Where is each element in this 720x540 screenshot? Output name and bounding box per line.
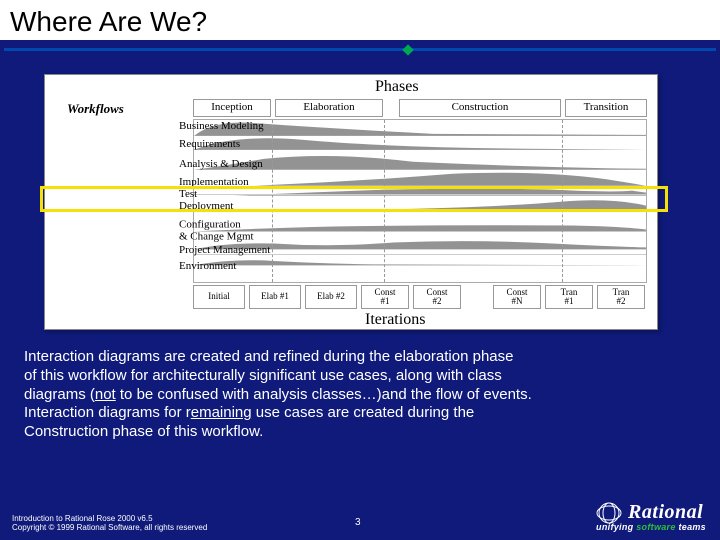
footer-attribution: Introduction to Rational Rose 2000 v6.5 … — [12, 514, 207, 532]
footer-line: Copyright © 1999 Rational Software, all … — [12, 523, 207, 532]
body-line: Interaction diagrams are created and ref… — [24, 348, 514, 365]
slide-body-text: Interaction diagrams are created and ref… — [24, 348, 708, 442]
logo-tagline: teams — [676, 522, 706, 532]
body-line: use cases are created during the — [252, 404, 475, 421]
phase-cell: Inception — [193, 99, 271, 117]
body-line: of this workflow for architecturally sig… — [24, 367, 502, 384]
iteration-cell: Initial — [193, 285, 245, 309]
iteration-cell: Const #1 — [361, 285, 409, 309]
page-title: Where Are We? — [10, 6, 710, 38]
page-number: 3 — [355, 517, 361, 528]
logo-tagline-accent: software — [636, 522, 675, 532]
title-underline — [4, 48, 716, 51]
iteration-cell: Tran #2 — [597, 285, 645, 309]
iteration-cell: Const #N — [493, 285, 541, 309]
highlight-rectangle — [40, 186, 668, 212]
body-line: Interaction diagrams for r — [24, 404, 191, 421]
logo-oval-icon — [596, 502, 622, 524]
iteration-cell: Tran #1 — [545, 285, 593, 309]
iteration-cell: Elab #1 — [249, 285, 301, 309]
rational-logo: Rational unifying software teams — [596, 501, 706, 532]
body-line: to be confused with analysis classes…)an… — [116, 386, 532, 403]
phases-heading: Phases — [375, 78, 419, 96]
body-underline: emaining — [191, 404, 252, 421]
workflows-heading: Workflows — [67, 101, 124, 117]
logo-text: Rational — [628, 501, 703, 524]
iteration-cell: Const #2 — [413, 285, 461, 309]
phase-cell: Construction — [399, 99, 561, 117]
iteration-cell: Elab #2 — [305, 285, 357, 309]
phase-cell: Transition — [565, 99, 647, 117]
iterations-heading: Iterations — [365, 311, 425, 329]
body-line: diagrams ( — [24, 386, 95, 403]
body-line: Construction phase of this workflow. — [24, 423, 263, 440]
footer-line: Introduction to Rational Rose 2000 v6.5 — [12, 514, 207, 523]
phase-cell: Elaboration — [275, 99, 383, 117]
title-bar: Where Are We? — [0, 0, 720, 40]
logo-tagline: unifying — [596, 522, 636, 532]
body-underline: not — [95, 386, 116, 403]
